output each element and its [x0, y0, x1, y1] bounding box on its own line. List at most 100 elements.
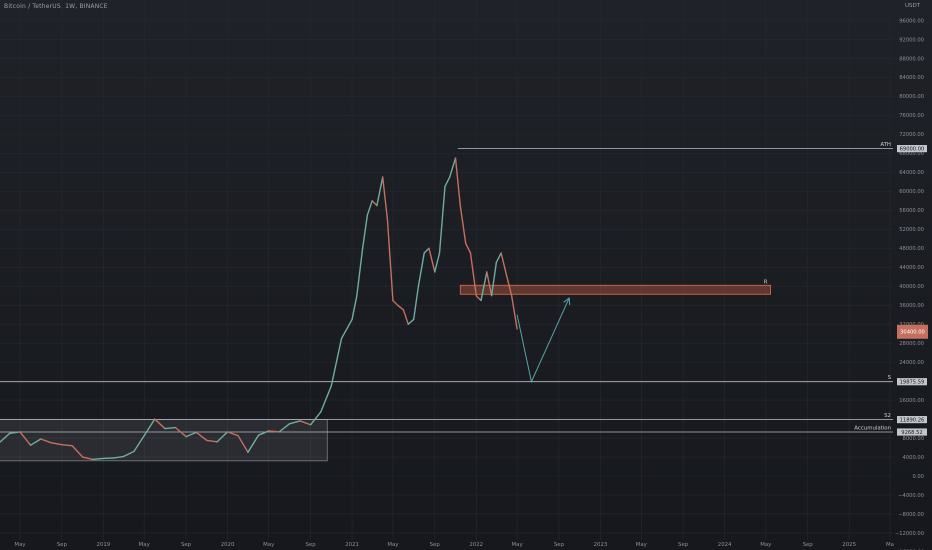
- price-segment: [309, 411, 322, 426]
- x-tick-label: May: [263, 542, 275, 548]
- level-price: 9268.52: [901, 430, 922, 436]
- resistance-label: R: [764, 279, 768, 285]
- price-segment: [299, 420, 312, 426]
- level-price: 11890.26: [900, 417, 925, 423]
- x-tick-label: May: [139, 542, 151, 548]
- x-tick-label: Sep: [57, 542, 68, 548]
- level-price: 19875.59: [900, 380, 925, 386]
- price-segment: [195, 431, 208, 442]
- price-segment: [423, 247, 430, 254]
- price-segment: [459, 204, 467, 245]
- price-segment: [361, 214, 369, 249]
- resistance-zone: [459, 284, 771, 295]
- price-segment: [396, 304, 405, 311]
- y-tick-label: 76000.00: [899, 113, 924, 119]
- y-tick-label: −4000.00: [898, 493, 924, 499]
- y-tick-label: 0.00: [912, 474, 924, 480]
- level-price-tag: [897, 415, 927, 424]
- chart-title: Bitcoin / TetherUS, 1W, BINANCE: [4, 3, 108, 10]
- y-tick-label: 80000.00: [899, 94, 924, 100]
- price-segment: [113, 455, 125, 459]
- price-segment: [449, 157, 457, 178]
- price-segment: [154, 418, 166, 430]
- price-segment: [434, 252, 441, 273]
- y-tick-label: 60000.00: [899, 189, 924, 195]
- price-segment: [340, 318, 353, 340]
- x-tick-label: Sep: [803, 542, 814, 548]
- price-segment: [92, 457, 105, 461]
- price-segment: [247, 434, 260, 453]
- level-price-tag: [897, 428, 927, 436]
- price-segment: [366, 200, 373, 216]
- y-tick-label: 40000.00: [899, 284, 924, 290]
- y-tick-label: 68000.00: [899, 151, 924, 157]
- price-segment: [465, 242, 472, 254]
- level-label: S2: [884, 413, 891, 419]
- price-segment: [71, 444, 84, 458]
- price-segment: [438, 185, 446, 254]
- price-segment: [469, 252, 477, 297]
- y-tick-label: 48000.00: [899, 246, 924, 252]
- price-segment: [133, 434, 145, 453]
- y-tick-label: 84000.00: [899, 75, 924, 81]
- price-segment: [495, 252, 502, 264]
- price-segment: [61, 443, 73, 447]
- y-tick-label: 16000.00: [899, 398, 924, 404]
- price-segment: [9, 431, 21, 435]
- price-segment: [351, 295, 358, 321]
- y-tick-label: 8000.00: [903, 436, 924, 442]
- last-price-tag: [897, 324, 928, 339]
- price-segment: [330, 337, 343, 387]
- y-tick-label: 56000.00: [899, 208, 924, 214]
- y-tick-label: 36000.00: [899, 303, 924, 309]
- x-tick-label: May: [387, 542, 399, 548]
- price-segment: [164, 426, 177, 430]
- price-segment: [257, 430, 270, 436]
- level-label: Accumulation: [854, 426, 891, 432]
- price-segment: [206, 439, 218, 443]
- y-tick-label: 88000.00: [899, 56, 924, 62]
- price-segment: [500, 252, 508, 278]
- x-tick-label: May: [760, 542, 772, 548]
- price-segment: [174, 426, 187, 438]
- price-segment: [81, 456, 94, 461]
- price-segment: [371, 200, 378, 207]
- last-price: 30400.00: [900, 330, 925, 336]
- y-tick-label: 52000.00: [899, 227, 924, 233]
- y-tick-label: 72000.00: [899, 132, 924, 138]
- accumulation-box: [0, 419, 328, 462]
- price-segment: [19, 431, 32, 446]
- x-tick-label: Sep: [554, 542, 565, 548]
- x-tick-label: 2024: [718, 542, 732, 548]
- price-segment: [506, 276, 513, 297]
- x-tick-label: 2022: [469, 542, 483, 548]
- price-segment: [475, 295, 482, 302]
- price-segment: [237, 434, 249, 453]
- price-segment: [428, 247, 436, 273]
- level-label: S: [888, 375, 892, 381]
- price-segment: [122, 450, 135, 458]
- price-segment: [480, 271, 488, 302]
- x-tick-label: Sep: [430, 542, 441, 548]
- price-segment: [386, 219, 394, 302]
- price-segment: [320, 385, 333, 413]
- price-segment: [50, 442, 63, 446]
- price-segment: [412, 285, 420, 321]
- level-price-tag: [897, 145, 927, 153]
- y-tick-label: 4000.00: [903, 455, 924, 461]
- level-label: ATH: [880, 142, 891, 148]
- x-tick-label: 2020: [221, 542, 235, 548]
- price-segment: [278, 423, 291, 433]
- x-tick-label: Sep: [305, 542, 316, 548]
- x-tick-label: May: [512, 542, 524, 548]
- price-segment: [216, 431, 229, 443]
- price-segment: [288, 420, 301, 425]
- y-tick-label: −8000.00: [898, 512, 924, 518]
- price-segment: [226, 431, 239, 437]
- x-tick-label: Sep: [181, 542, 192, 548]
- price-segment: [486, 271, 493, 297]
- y-tick-label: 96000.00: [899, 18, 924, 24]
- price-segment: [454, 157, 461, 207]
- price-segment: [185, 431, 197, 438]
